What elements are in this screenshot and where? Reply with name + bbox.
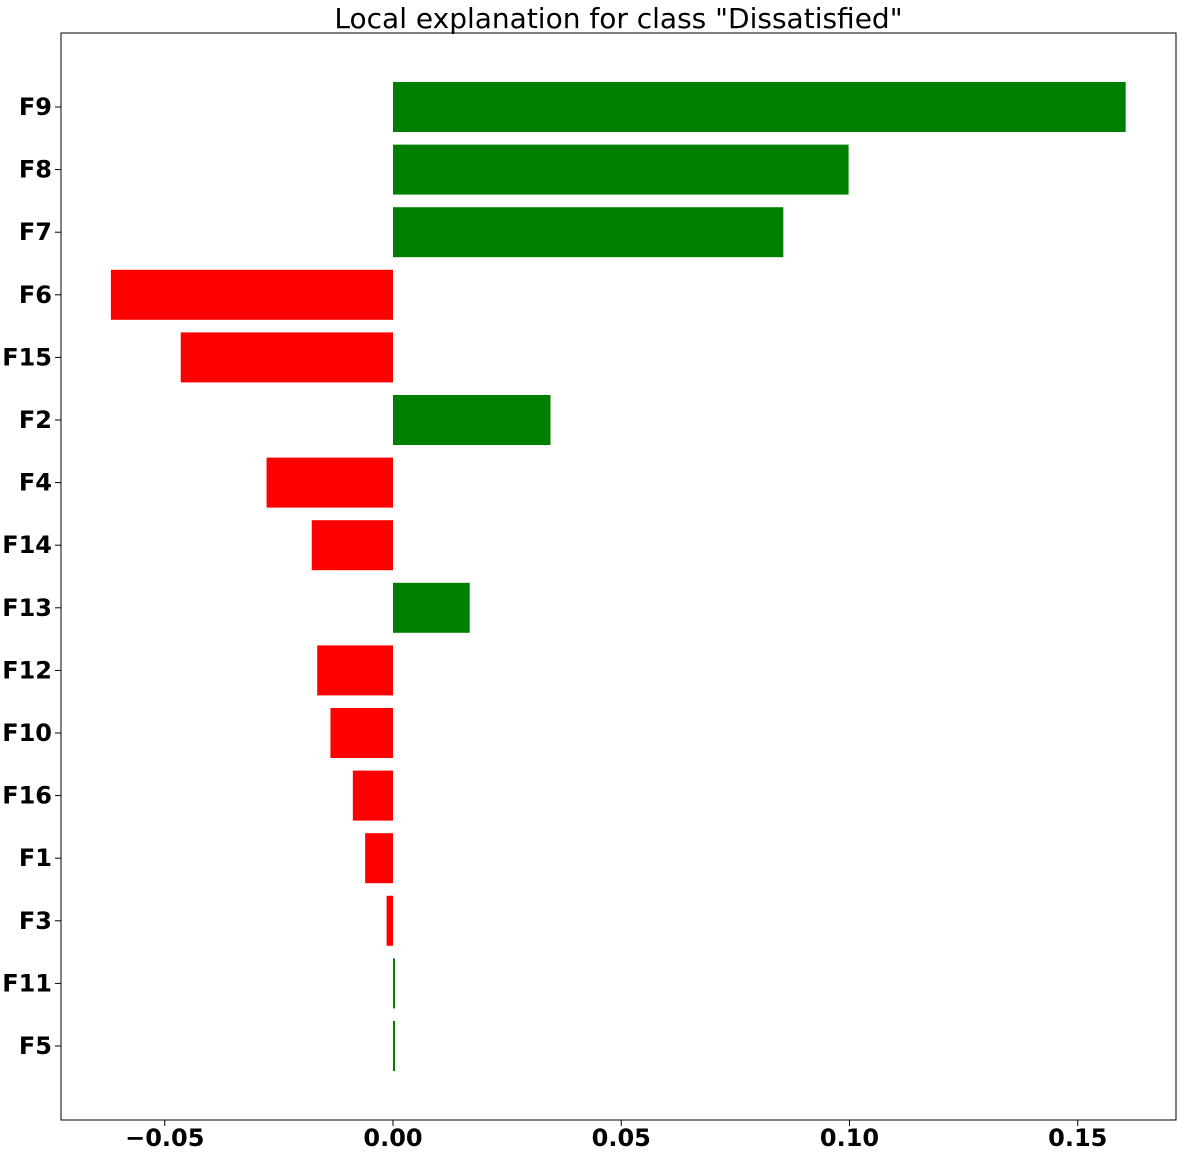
bar-f4 <box>266 457 393 508</box>
y-tick-label: F10 <box>2 719 52 747</box>
x-tick-label: 0.05 <box>592 1124 651 1152</box>
y-tick-label: F15 <box>2 343 52 371</box>
y-tick-label: F3 <box>19 907 52 935</box>
bar-f1 <box>365 833 393 884</box>
bar-f2 <box>393 395 551 445</box>
y-tick-label: F6 <box>19 281 52 309</box>
y-tick-label: F1 <box>19 844 52 872</box>
y-tick-label: F4 <box>19 469 52 497</box>
x-tick-label: 0.10 <box>820 1124 879 1152</box>
bar-f5 <box>393 1021 395 1071</box>
y-tick-label: F9 <box>19 93 52 121</box>
y-tick-label: F16 <box>2 782 52 810</box>
bar-f13 <box>393 582 470 633</box>
y-tick-label: F2 <box>19 406 52 434</box>
y-tick-label: F12 <box>2 656 52 684</box>
x-axis: −0.05 0.00 0.05 0.10 0.15 <box>125 1120 1107 1152</box>
y-tick-label: F8 <box>19 156 52 184</box>
bar-f7 <box>393 207 784 258</box>
bars-group <box>110 82 1126 1071</box>
bar-f15 <box>180 332 393 383</box>
bar-f11 <box>393 958 395 1009</box>
y-tick-label: F14 <box>2 531 52 559</box>
bar-f10 <box>330 708 393 758</box>
bar-f16 <box>352 770 393 821</box>
y-tick-label: F11 <box>2 969 52 997</box>
bar-f6 <box>110 269 394 320</box>
bar-f3 <box>386 895 393 946</box>
plot-frame <box>60 32 1177 1121</box>
bar-f14 <box>311 520 393 571</box>
y-tick-label: F13 <box>2 594 52 622</box>
bar-f8 <box>393 144 849 195</box>
x-tick-label: −0.05 <box>125 1124 204 1152</box>
x-tick-label: 0.15 <box>1048 1124 1107 1152</box>
bar-f12 <box>317 645 393 696</box>
bar-f9 <box>393 82 1126 132</box>
x-tick-label: 0.00 <box>363 1124 422 1152</box>
y-tick-label: F5 <box>19 1032 52 1060</box>
y-axis: F9 F8 F7 F6 F15 F2 F4 F14 F13 F12 F10 F16 F1 F3 F11 F5 <box>2 93 61 1060</box>
y-tick-label: F7 <box>19 218 52 246</box>
chart-title: Local explanation for class "Dissatisfie… <box>334 2 903 35</box>
